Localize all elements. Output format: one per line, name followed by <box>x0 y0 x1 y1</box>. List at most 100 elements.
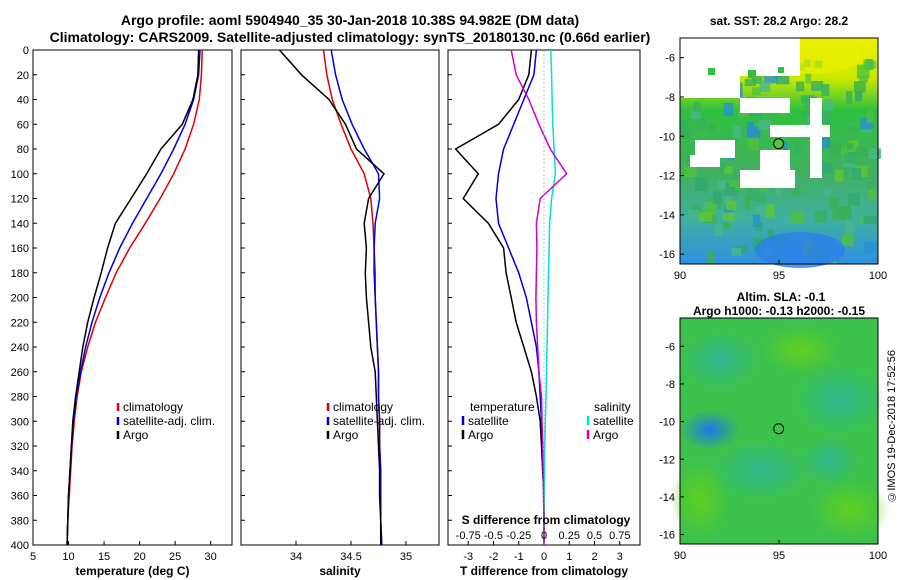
ytick-label: 80 <box>17 144 29 156</box>
x-axis-label: temperature (deg C) <box>75 564 189 578</box>
sst-cell <box>848 126 857 135</box>
ytick-label: 280 <box>11 392 29 404</box>
series-line-salinity-satellite <box>543 49 557 545</box>
ytick-label: 40 <box>17 95 29 107</box>
sla-anomaly-blob <box>680 410 740 450</box>
sst-cell <box>724 204 733 218</box>
title-line-1: Argo profile: aoml 5904940_35 30-Jan-201… <box>120 12 580 28</box>
sst-cell <box>758 119 771 130</box>
x-axis-label: T difference from climatology <box>460 564 628 578</box>
map-ytick-label: -10 <box>659 417 675 429</box>
sst-cell <box>844 152 857 164</box>
sst-cell <box>747 137 759 151</box>
x-axis-label: salinity <box>319 564 361 578</box>
secondary-xtick-label: 0.25 <box>559 530 580 542</box>
ytick-label: 120 <box>11 194 29 206</box>
ytick-label: 100 <box>11 169 29 181</box>
sst-cell <box>696 118 707 130</box>
sst-cell <box>814 210 827 223</box>
sst-cell <box>796 81 805 92</box>
xtick-label: 15 <box>98 551 110 563</box>
sst-cell <box>847 192 860 206</box>
map-ytick-label: -16 <box>659 249 675 261</box>
series-line-argo <box>278 49 385 545</box>
cloud-gap <box>740 98 790 113</box>
sst-cell <box>829 142 842 156</box>
sst-cell <box>772 139 783 153</box>
sst-cell <box>839 147 849 156</box>
sst-cell <box>722 212 735 221</box>
map-xtick-label: 95 <box>773 270 785 282</box>
sst-cell <box>817 112 832 123</box>
sst-cell <box>751 87 761 96</box>
ytick-label: 360 <box>11 491 29 503</box>
map-ytick-label: -6 <box>665 53 675 65</box>
map-ytick-label: -14 <box>659 492 675 504</box>
panel-2-frame <box>240 49 440 546</box>
secondary-xtick-label: 0 <box>541 530 547 542</box>
xtick-label: 0 <box>541 551 547 563</box>
sst-cell <box>811 81 824 91</box>
xtick-label: -3 <box>463 551 473 563</box>
sst-cell <box>713 191 722 204</box>
sst-cell <box>866 110 874 123</box>
sst-cell <box>794 145 804 156</box>
sla-anomaly-blob <box>800 435 860 485</box>
ytick-label: 340 <box>11 466 29 478</box>
ytick-label: 380 <box>11 515 29 527</box>
sst-cell <box>765 204 775 218</box>
sst-cell <box>748 70 756 78</box>
sst-cell <box>688 209 699 218</box>
sst-cell <box>859 75 869 83</box>
sst-cell <box>690 108 701 120</box>
sst-cell <box>860 118 874 130</box>
sst-cell <box>693 101 701 112</box>
sst-cell <box>753 107 763 121</box>
xtick-label: 34.5 <box>340 551 361 563</box>
sla-anomaly-blob <box>810 480 890 540</box>
sst-cell <box>868 188 876 200</box>
sst-cell <box>694 177 708 192</box>
map-ytick-label: -12 <box>659 171 675 183</box>
sla-anomaly-blob <box>795 365 885 435</box>
map-1-title: sat. SST: 28.2 Argo: 28.2 <box>710 14 849 28</box>
sst-cell <box>718 162 727 169</box>
sst-cell <box>863 59 873 70</box>
map-xtick-label: 95 <box>773 550 785 562</box>
sst-cell <box>718 180 726 190</box>
sst-cell <box>728 180 736 187</box>
sst-cell <box>845 221 855 234</box>
sst-cell <box>834 169 844 182</box>
cloud-gap <box>695 140 735 158</box>
legend-title-temperature: temperature <box>470 400 535 414</box>
sst-cell <box>824 99 834 111</box>
title-line-2: Climatology: CARS2009. Satellite-adjuste… <box>49 29 651 45</box>
sst-cell <box>744 195 751 209</box>
cloud-gap <box>690 155 720 167</box>
xtick-label: 10 <box>62 551 74 563</box>
legend-label: satellite <box>468 414 509 428</box>
sst-cell <box>817 136 830 149</box>
xtick-label: -1 <box>514 551 524 563</box>
sst-cell <box>723 102 734 116</box>
sst-cell <box>759 80 771 92</box>
xtick-label: 1 <box>566 551 572 563</box>
sst-cell <box>778 67 784 73</box>
secondary-xtick-label: -0.75 <box>456 530 481 542</box>
legend-label: Argo <box>593 428 619 442</box>
map-ytick-label: -16 <box>659 530 675 542</box>
sst-cell <box>863 216 877 224</box>
ytick-label: 160 <box>11 243 29 255</box>
sla-anomaly-blob <box>710 440 810 500</box>
argo-position-marker <box>773 423 785 435</box>
map-ytick-label: -12 <box>659 454 675 466</box>
legend-label: Argo <box>333 428 359 442</box>
legend-label: satellite <box>593 414 634 428</box>
sst-cell <box>805 72 812 84</box>
sst-cell <box>681 129 692 139</box>
series-line-salinity-argo <box>510 49 568 545</box>
map-xtick-label: 100 <box>869 550 887 562</box>
sst-cell <box>821 162 832 174</box>
map-ytick-label: -8 <box>665 379 675 391</box>
sst-cell <box>684 164 697 178</box>
